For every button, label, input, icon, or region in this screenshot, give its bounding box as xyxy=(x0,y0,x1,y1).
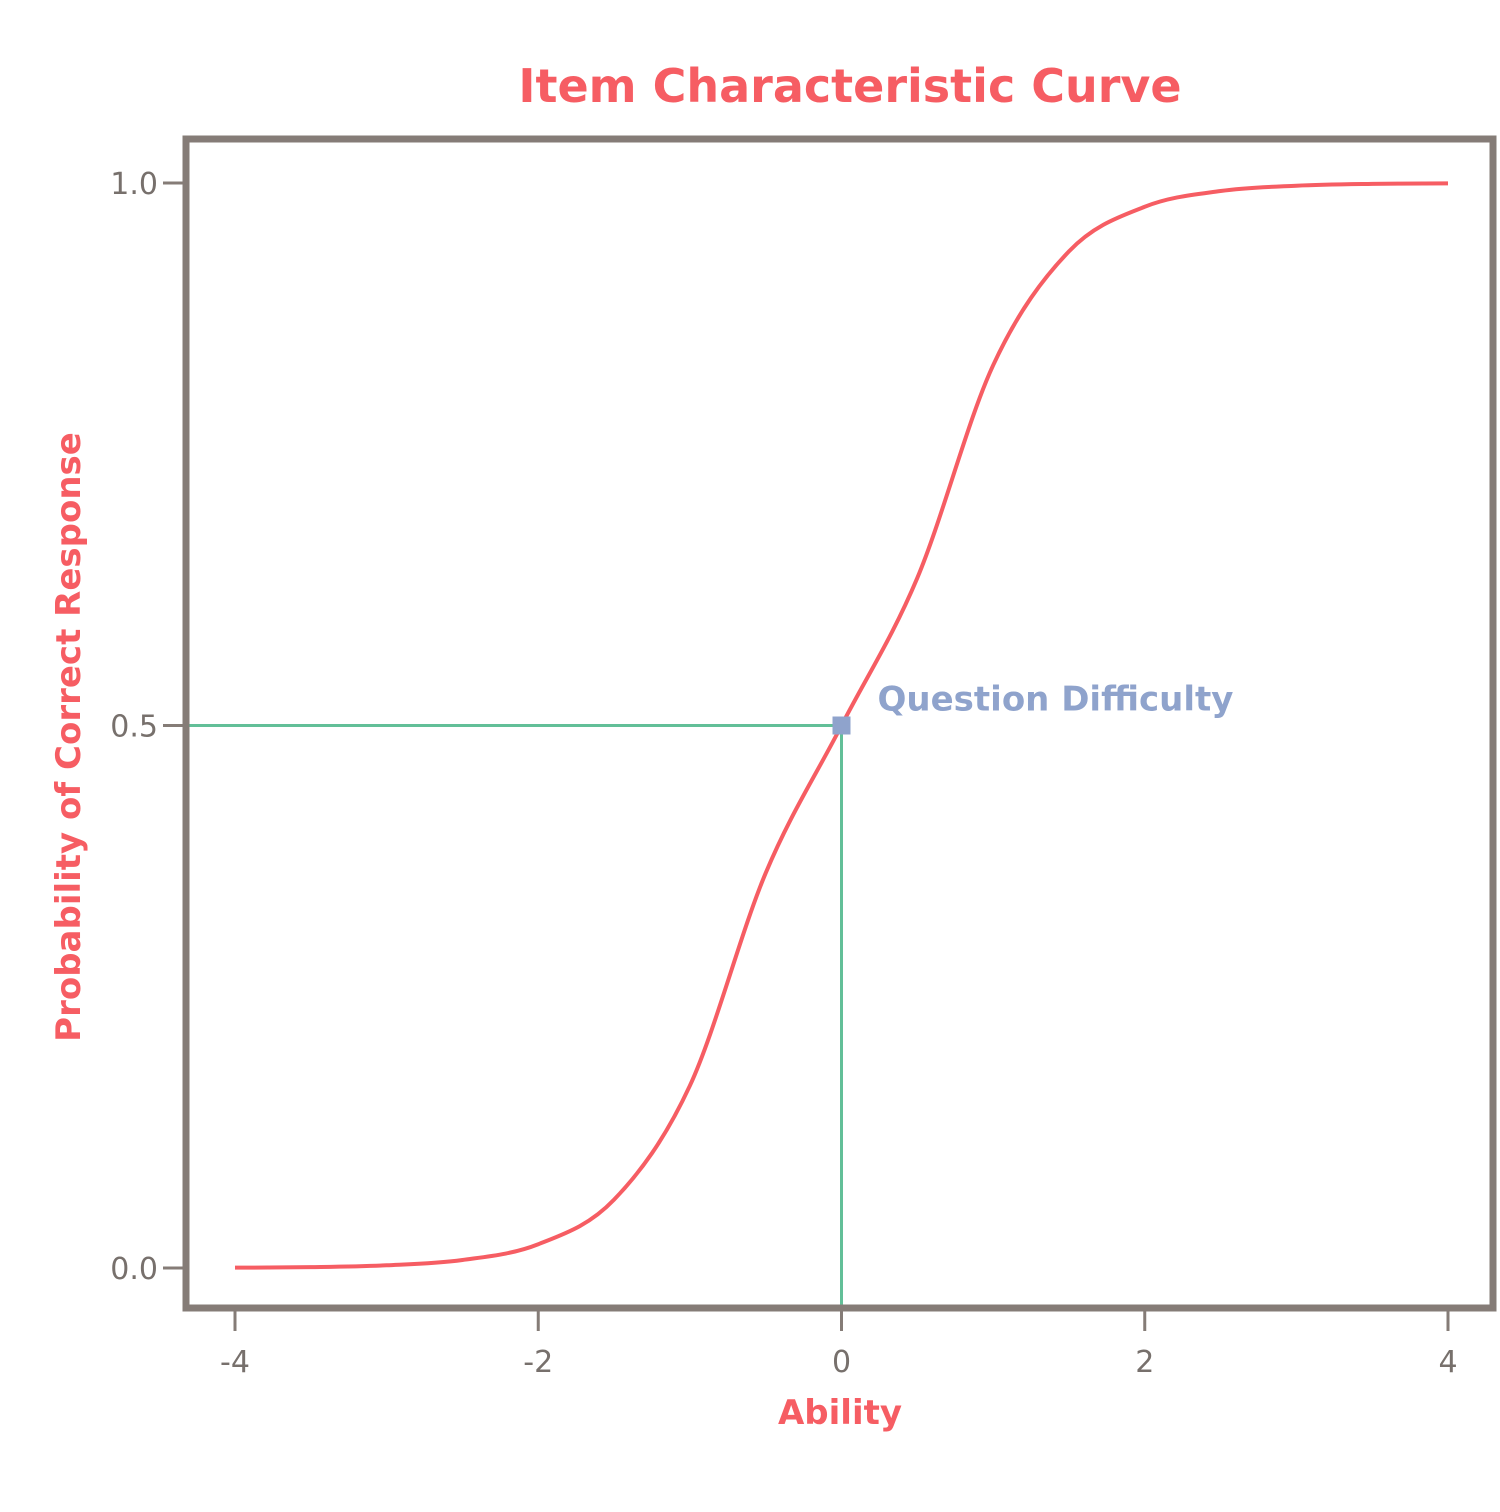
x-tick-label: 2 xyxy=(1135,1345,1154,1380)
chart-title: Item Characteristic Curve xyxy=(518,59,1181,113)
difficulty-label: Question Difficulty xyxy=(878,680,1234,720)
x-axis: -4 -2 0 2 4 xyxy=(220,1311,1458,1380)
x-axis-title: Ability xyxy=(778,1393,902,1433)
y-tick-label: 0.0 xyxy=(110,1252,158,1287)
y-axis-title: Probability of Correct Response xyxy=(49,432,89,1042)
x-tick-label: -2 xyxy=(523,1345,553,1380)
difficulty-marker xyxy=(832,716,851,735)
plot-frame xyxy=(182,135,1497,1312)
difficulty-guides xyxy=(186,724,843,1308)
y-tick-label: 0.5 xyxy=(110,710,158,745)
y-tick-label: 1.0 xyxy=(110,167,158,202)
y-axis: 0.0 0.5 1.0 xyxy=(110,167,183,1287)
x-tick-label: -4 xyxy=(220,1345,250,1380)
x-tick-label: 4 xyxy=(1438,1345,1457,1380)
x-tick-label: 0 xyxy=(832,1345,851,1380)
